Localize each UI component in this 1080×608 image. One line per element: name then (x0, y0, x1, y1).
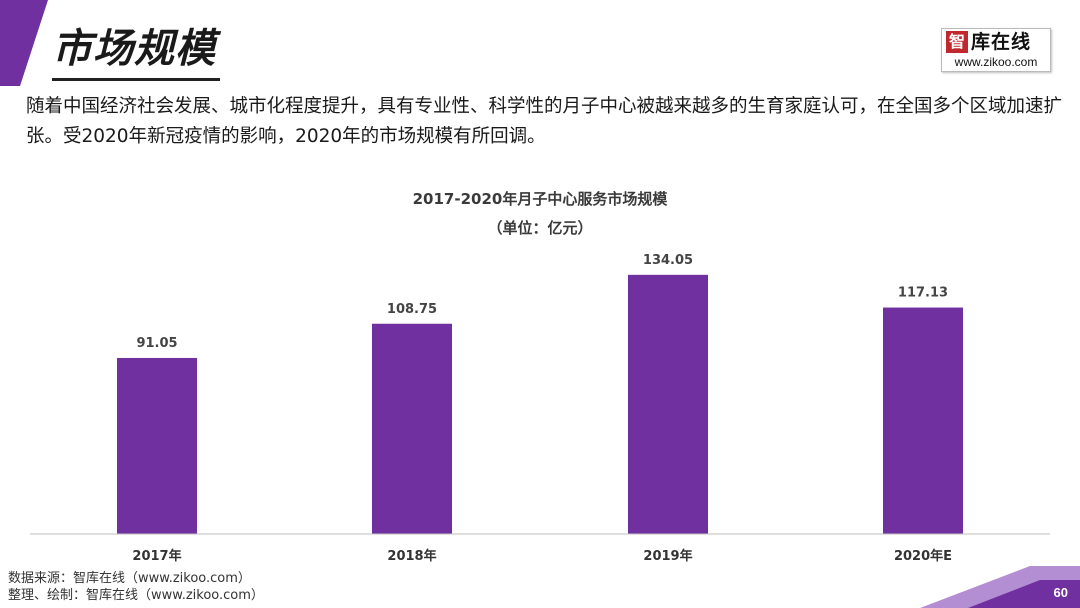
data-label-2: 134.05 (643, 253, 693, 268)
bar-3 (883, 307, 963, 534)
x-tick-label-3: 2020年E (894, 548, 952, 564)
x-tick-labels: 2017年 2018年 2019年 2020年E (132, 548, 952, 564)
bar-1 (372, 323, 452, 534)
data-label-1: 108.75 (387, 302, 437, 317)
bars-layer: 91.05 108.75 134.05 117.13 (117, 253, 963, 534)
bar-0 (117, 357, 197, 534)
corner-stripe-decoration (0, 0, 48, 86)
title-block: 市场规模 (52, 22, 220, 81)
page-number: 60 (1053, 585, 1068, 600)
data-label-3: 117.13 (898, 286, 948, 301)
x-tick-label-0: 2017年 (132, 548, 181, 564)
logo-name: 库在线 (971, 31, 1032, 53)
logo-url: www.zikoo.com (954, 55, 1038, 69)
bar-2 (628, 274, 708, 534)
chart-title: 2017-2020年月子中心服务市场规模 (413, 190, 669, 208)
zikoo-logo: 智 库在线 www.zikoo.com (941, 28, 1051, 72)
intro-paragraph: 随着中国经济社会发展、城市化程度提升，具有专业性、科学性的月子中心被越来越多的生… (26, 96, 1063, 147)
x-tick-label-2: 2019年 (643, 548, 692, 564)
source-line: 数据来源：智库在线（www.zikoo.com） (8, 571, 251, 586)
data-label-0: 91.05 (136, 336, 177, 351)
page-title: 市场规模 (52, 26, 216, 72)
x-tick-label-1: 2018年 (387, 548, 436, 564)
logo-mark-icon: 智 (946, 31, 968, 53)
title-underline (52, 78, 220, 81)
compiler-line: 整理、绘制：智库在线（www.zikoo.com） (8, 588, 264, 603)
source-note: 数据来源：智库在线（www.zikoo.com） 整理、绘制：智库在线（www.… (8, 570, 264, 604)
chart-subtitle: （单位：亿元） (487, 219, 592, 237)
